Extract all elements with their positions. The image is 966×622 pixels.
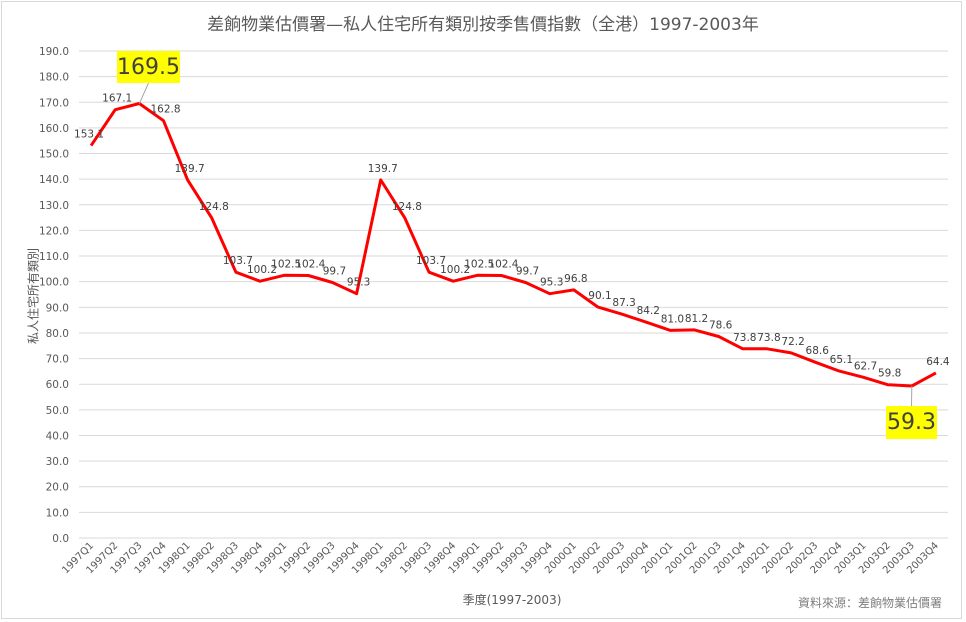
x-axis-ticks: 1997Q11997Q21997Q31997Q41998Q11998Q21998…	[60, 540, 941, 576]
callout-leader	[138, 82, 149, 104]
y-axis-ticks: 0.0 10.0 20.0 30.0 40.0 50.0 60.0 70.0 80.0 90.0 1…	[39, 46, 69, 545]
y-tick-label: 170.0	[39, 97, 69, 109]
data-labels: 153.1167.1162.8139.7124.8103.7100.2102.5…	[74, 93, 950, 380]
y-tick-label: 100.0	[39, 277, 69, 289]
y-tick-label: 150.0	[39, 149, 69, 161]
data-label: 65.1	[830, 354, 853, 366]
data-label: 153.1	[74, 129, 104, 141]
y-tick-label: 140.0	[39, 174, 69, 186]
y-tick-label: 120.0	[39, 225, 69, 237]
y-tick-label: 30.0	[46, 456, 69, 468]
y-tick-label: 70.0	[46, 354, 69, 366]
data-label: 59.8	[878, 368, 901, 380]
data-label: 103.7	[223, 255, 253, 267]
y-tick-label: 50.0	[46, 405, 69, 417]
data-label: 73.8	[733, 332, 756, 344]
callout-trough: 59.3	[886, 406, 937, 439]
data-label: 72.2	[781, 336, 804, 348]
data-label: 99.7	[323, 265, 346, 277]
y-tick-label: 60.0	[46, 379, 69, 391]
data-label: 167.1	[102, 93, 132, 105]
data-label: 139.7	[368, 163, 398, 175]
data-label: 100.2	[440, 264, 470, 276]
chart-title: 差餉物業估價署—私人住宅所有類別按季售價指數（全港）1997-2003年	[207, 15, 759, 35]
data-label: 62.7	[854, 360, 877, 372]
y-tick-label: 180.0	[39, 72, 69, 84]
data-label: 81.2	[685, 313, 708, 325]
data-label: 102.5	[464, 258, 494, 270]
y-tick-label: 10.0	[46, 507, 69, 519]
data-label: 139.7	[175, 163, 205, 175]
y-tick-label: 0.0	[52, 533, 69, 545]
data-label: 162.8	[150, 104, 180, 116]
data-label: 103.7	[416, 255, 446, 267]
x-axis-title: 季度(1997-2003)	[462, 593, 562, 607]
data-label: 102.4	[488, 259, 518, 271]
data-label: 81.0	[661, 313, 684, 325]
data-label: 102.4	[295, 259, 325, 271]
data-label: 95.3	[540, 277, 563, 289]
y-tick-label: 110.0	[39, 251, 69, 263]
data-label: 68.6	[806, 345, 830, 357]
data-label: 102.5	[271, 258, 301, 270]
data-label: 73.8	[757, 332, 780, 344]
data-label: 96.8	[564, 273, 587, 285]
gridlines	[79, 50, 948, 539]
y-tick-label: 190.0	[39, 46, 69, 58]
data-label: 90.1	[588, 290, 611, 302]
data-label: 124.8	[199, 201, 229, 213]
series-line	[89, 102, 937, 388]
y-tick-label: 90.0	[46, 302, 69, 314]
data-label: 124.8	[392, 201, 422, 213]
source-note: 資料來源：差餉物業估價署	[797, 596, 942, 610]
y-tick-label: 40.0	[46, 430, 69, 442]
data-label: 64.4	[926, 356, 950, 368]
y-tick-label: 80.0	[46, 328, 69, 340]
callout-leaders	[138, 82, 913, 407]
y-tick-label: 20.0	[46, 482, 69, 494]
y-tick-label: 160.0	[39, 123, 69, 135]
callout-peak: 169.5	[117, 51, 180, 83]
data-label: 87.3	[612, 297, 635, 309]
data-label: 100.2	[247, 264, 277, 276]
data-label: 78.6	[709, 320, 733, 332]
data-label: 99.7	[516, 265, 539, 277]
data-label: 84.2	[637, 305, 660, 317]
data-label: 95.3	[347, 277, 370, 289]
y-tick-label: 130.0	[39, 200, 69, 212]
